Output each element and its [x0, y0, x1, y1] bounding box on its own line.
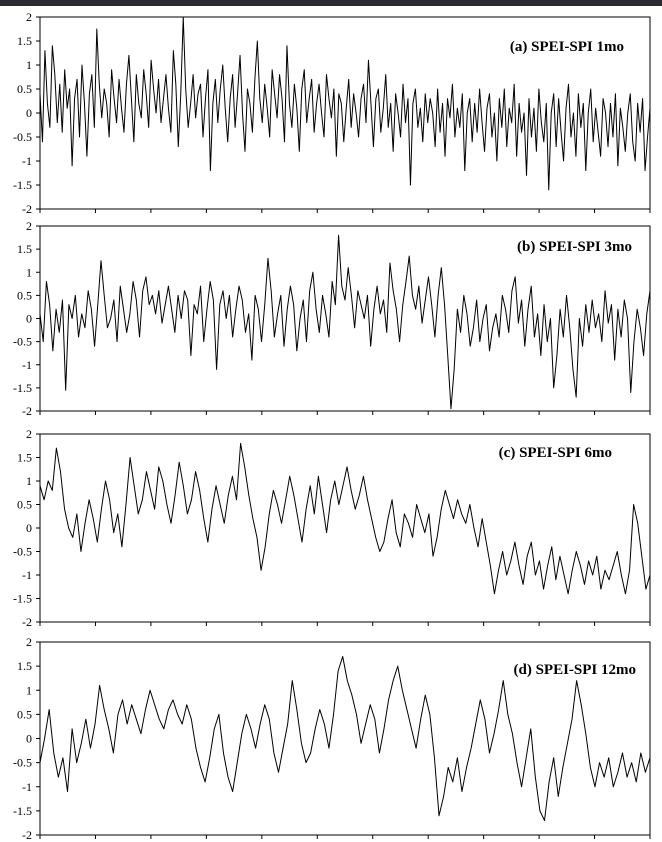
y-tick-label-b: -0.5	[13, 335, 32, 349]
y-tick-label-d: 1	[26, 683, 32, 697]
y-tick-label-d: -2	[22, 828, 32, 842]
chart-panel-c: (c) SPEI-SPI 6mo 2 1.5 1 0.5 0 -0.5 -1 -1.5 -2	[13, 427, 651, 629]
window-top-strip	[0, 0, 662, 6]
y-tick-label-b: 1.5	[17, 242, 32, 256]
y-tick-label-d: -1.5	[13, 804, 32, 818]
y-tick-label-b: -2	[22, 404, 32, 418]
chart-title-b: (b) SPEI-SPI 3mo	[517, 239, 632, 255]
y-tick-label-b: 2	[26, 219, 32, 233]
y-tick-label-c: 1.5	[17, 451, 32, 465]
chart-panel-d: (d) SPEI-SPI 12mo 2 1.5 1 0.5 0 -0.5 -1 -1.5 -2	[13, 635, 651, 842]
plot-frame-c	[39, 433, 651, 623]
y-tick-label-a: -0.5	[13, 130, 32, 144]
y-tick-label-a: -2	[22, 202, 32, 216]
y-tick-label-d: -1	[22, 780, 32, 794]
y-tick-label-d: 2	[26, 635, 32, 649]
y-tick-label-a: -1.5	[13, 178, 32, 192]
y-tick-label-c: -0.5	[13, 545, 32, 559]
y-tick-label-d: 0	[26, 732, 32, 746]
y-tick-label-b: 0.5	[17, 288, 32, 302]
y-tick-label-a: -1	[22, 154, 32, 168]
series-line-d	[39, 655, 651, 822]
y-tick-label-c: -1	[22, 568, 32, 582]
y-tick-label-a: 0.5	[17, 82, 32, 96]
y-tick-label-a: 1.5	[17, 34, 32, 48]
series-line-c	[39, 442, 651, 595]
y-tick-label-b: 0	[26, 312, 32, 326]
chart-title-c: (c) SPEI-SPI 6mo	[499, 445, 612, 461]
y-tick-label-c: -2	[22, 615, 32, 629]
chart-title-a: (a) SPEI-SPI 1mo	[510, 39, 624, 55]
y-tick-label-b: -1	[22, 358, 32, 372]
y-tick-label-b: 1	[26, 265, 32, 279]
y-tick-label-c: -1.5	[13, 592, 32, 606]
y-tick-label-a: 2	[26, 10, 32, 24]
y-tick-label-b: -1.5	[13, 381, 32, 395]
chart-panel-b: (b) SPEI-SPI 3mo 2 1.5 1 0.5 0 -0.5 -1 -1.5 -2	[13, 219, 651, 418]
y-tick-label-c: 2	[26, 427, 32, 441]
series-line-b	[39, 234, 651, 410]
chart-panel-a: (a) SPEI-SPI 1mo 2 1.5 1 0.5 0 -0.5 -1 -1.5 -2	[13, 10, 651, 216]
y-tick-label-d: 0.5	[17, 707, 32, 721]
y-tick-label-c: 0	[26, 521, 32, 535]
y-tick-label-d: -0.5	[13, 756, 32, 770]
y-tick-label-d: 1.5	[17, 659, 32, 673]
series-line-a	[39, 16, 651, 191]
y-tick-label-c: 0.5	[17, 498, 32, 512]
y-tick-label-c: 1	[26, 474, 32, 488]
y-tick-label-a: 1	[26, 58, 32, 72]
chart-title-d: (d) SPEI-SPI 12mo	[513, 662, 636, 678]
y-tick-label-a: 0	[26, 106, 32, 120]
